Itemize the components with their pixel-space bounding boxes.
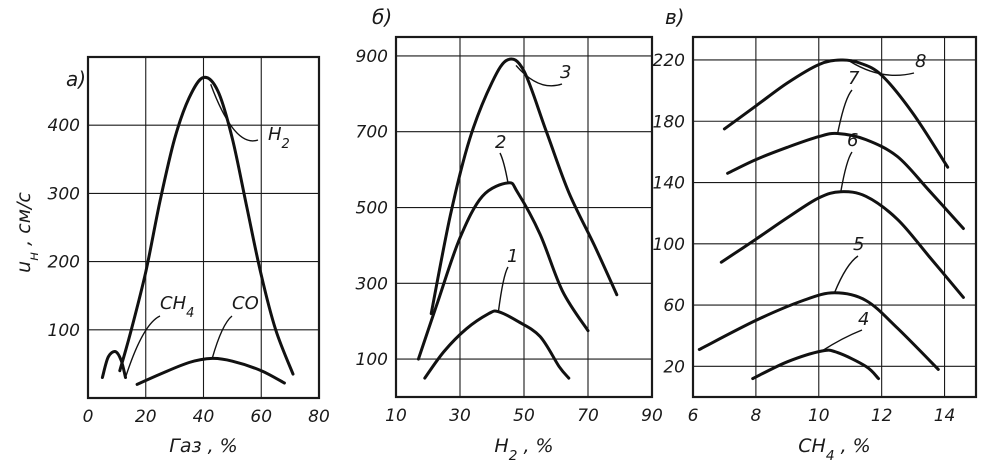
y-tick-label: 100 [48,321,80,341]
series-leader-line [821,329,863,352]
plot-frame [691,35,978,399]
series-leader-line [211,315,233,359]
series-line-7 [726,131,965,230]
series-label: CH4 [160,293,194,321]
x-axis-label: CH4 , % [798,435,870,464]
y-tick-label: 20 [663,357,685,377]
y-tick-label: 100 [356,350,388,370]
y-tick-label: 220 [653,51,685,71]
series-line-co [135,356,286,386]
series-line-h [118,75,295,376]
y-tick-label: 500 [356,199,388,219]
y-tick-label: 300 [356,274,388,294]
y-tick-label: 200 [48,253,80,273]
x-tick-label: 50 [513,406,535,426]
x-tick-label: 10 [385,406,407,426]
y-tick-label: 900 [356,47,388,67]
series-leader-line [833,255,859,294]
series-line-8 [722,58,950,169]
series-leader-line [840,151,853,192]
plot-frame [86,55,321,400]
x-tick-label: 6 [688,406,699,426]
x-axis-label: Газ , % [169,435,238,457]
x-tick-label: 10 [808,406,830,426]
series-label: CO [232,293,259,314]
x-tick-label: 30 [449,406,471,426]
series-leader-line [497,266,509,312]
series-label: 6 [847,130,858,151]
series-line-6 [719,190,965,299]
series-line-2 [416,181,590,361]
chart-panel-1: 0 20 40 60 80 100 200 300 400 a) Газ , % uн , см/с H… [13,55,330,457]
y-axis-label: uн , см/с [13,192,42,273]
series-label: H2 [268,124,290,152]
x-tick-label: 14 [934,406,956,426]
series-line-ch [100,350,127,379]
series-leader-line [515,64,563,87]
y-tick-label: 140 [653,174,685,194]
series-label: 8 [915,51,926,72]
series-line-3 [429,57,619,316]
x-tick-label: 20 [135,407,157,427]
x-tick-label: 40 [193,407,215,427]
plot-frame [394,35,654,399]
panel-label: a) [66,67,86,91]
series-label: 7 [848,68,860,89]
series-leader-line [836,89,853,134]
series-line-4 [751,348,880,381]
x-tick-label: 60 [250,407,272,427]
x-tick-label: 90 [641,406,663,426]
y-tick-label: 100 [653,235,685,255]
series-leader-line [210,84,259,142]
panel-label: в) [665,5,685,29]
series-label: 1 [507,246,518,267]
series-leader-line [499,152,509,184]
x-tick-label: 12 [871,406,893,426]
x-axis-label: H2 , % [494,435,553,464]
series-label: 4 [858,309,869,330]
y-tick-label: 60 [663,296,685,316]
series-label: 5 [853,234,864,255]
y-tick-label: 700 [356,123,388,143]
x-tick-label: 70 [577,406,599,426]
x-tick-label: 0 [83,407,94,427]
x-tick-label: 8 [750,406,761,426]
series-label: 2 [495,132,506,153]
chart-panel-3: 6 8 10 12 14 20 60 100 140 180 220 в) CH4 , % 4 5 6 7 8 [653,5,978,464]
series-label: 3 [560,62,571,83]
series-line-1 [423,309,571,380]
series-leader-line [849,60,915,76]
x-tick-label: 80 [308,407,330,427]
series-leader-line [124,315,161,378]
panel-label: б) [372,5,392,29]
y-tick-label: 400 [48,116,80,136]
chart-panel-2: 10 30 50 70 90 100 300 500 700 900 б) H2 , % 1 2 3 [356,5,663,464]
y-tick-label: 180 [653,112,685,132]
y-tick-label: 300 [48,184,80,204]
